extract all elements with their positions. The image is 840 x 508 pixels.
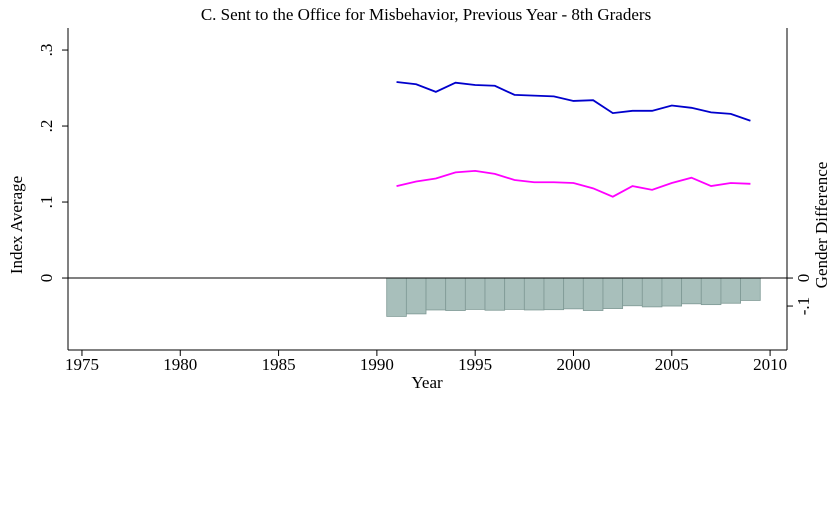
line	[396, 81, 751, 122]
y2-tick-label: 0	[794, 274, 813, 283]
x-tick-label: 1975	[65, 355, 99, 374]
chart-title: C. Sent to the Office for Misbehavior, P…	[201, 5, 651, 24]
y-tick-label: 0	[37, 274, 56, 283]
bar	[740, 277, 761, 301]
bar	[622, 277, 643, 307]
bar	[464, 277, 486, 310]
y2-tick-label: -.1	[794, 297, 813, 315]
x-tick-label: 1980	[163, 355, 197, 374]
bar	[425, 277, 447, 311]
bar	[504, 277, 525, 310]
x-tick-label: 2005	[655, 355, 689, 374]
bar	[582, 277, 604, 311]
bar	[700, 277, 722, 306]
y-axis-title: Index Average	[7, 176, 26, 274]
bar	[543, 277, 565, 311]
bar	[405, 277, 427, 315]
y-tick-label: .2	[37, 120, 56, 133]
line	[396, 169, 751, 198]
bar	[445, 277, 466, 311]
bar	[602, 277, 624, 309]
x-tick-label: 1995	[458, 355, 492, 374]
y-tick-label: .1	[37, 196, 56, 209]
y2-axis-title: Gender Difference	[812, 162, 831, 289]
bar	[641, 277, 663, 308]
x-tick-label: 2010	[753, 355, 787, 374]
bar	[720, 277, 742, 304]
x-tick-label: 1990	[360, 355, 394, 374]
x-axis-title: Year	[411, 373, 443, 392]
bar	[661, 277, 683, 307]
bar	[386, 277, 407, 317]
bar	[523, 277, 545, 311]
x-tick-label: 1985	[262, 355, 296, 374]
bar	[484, 277, 506, 311]
x-tick-label: 2000	[556, 355, 590, 374]
y-tick-label: .3	[37, 44, 56, 57]
bar	[681, 277, 702, 305]
bar	[563, 277, 584, 310]
